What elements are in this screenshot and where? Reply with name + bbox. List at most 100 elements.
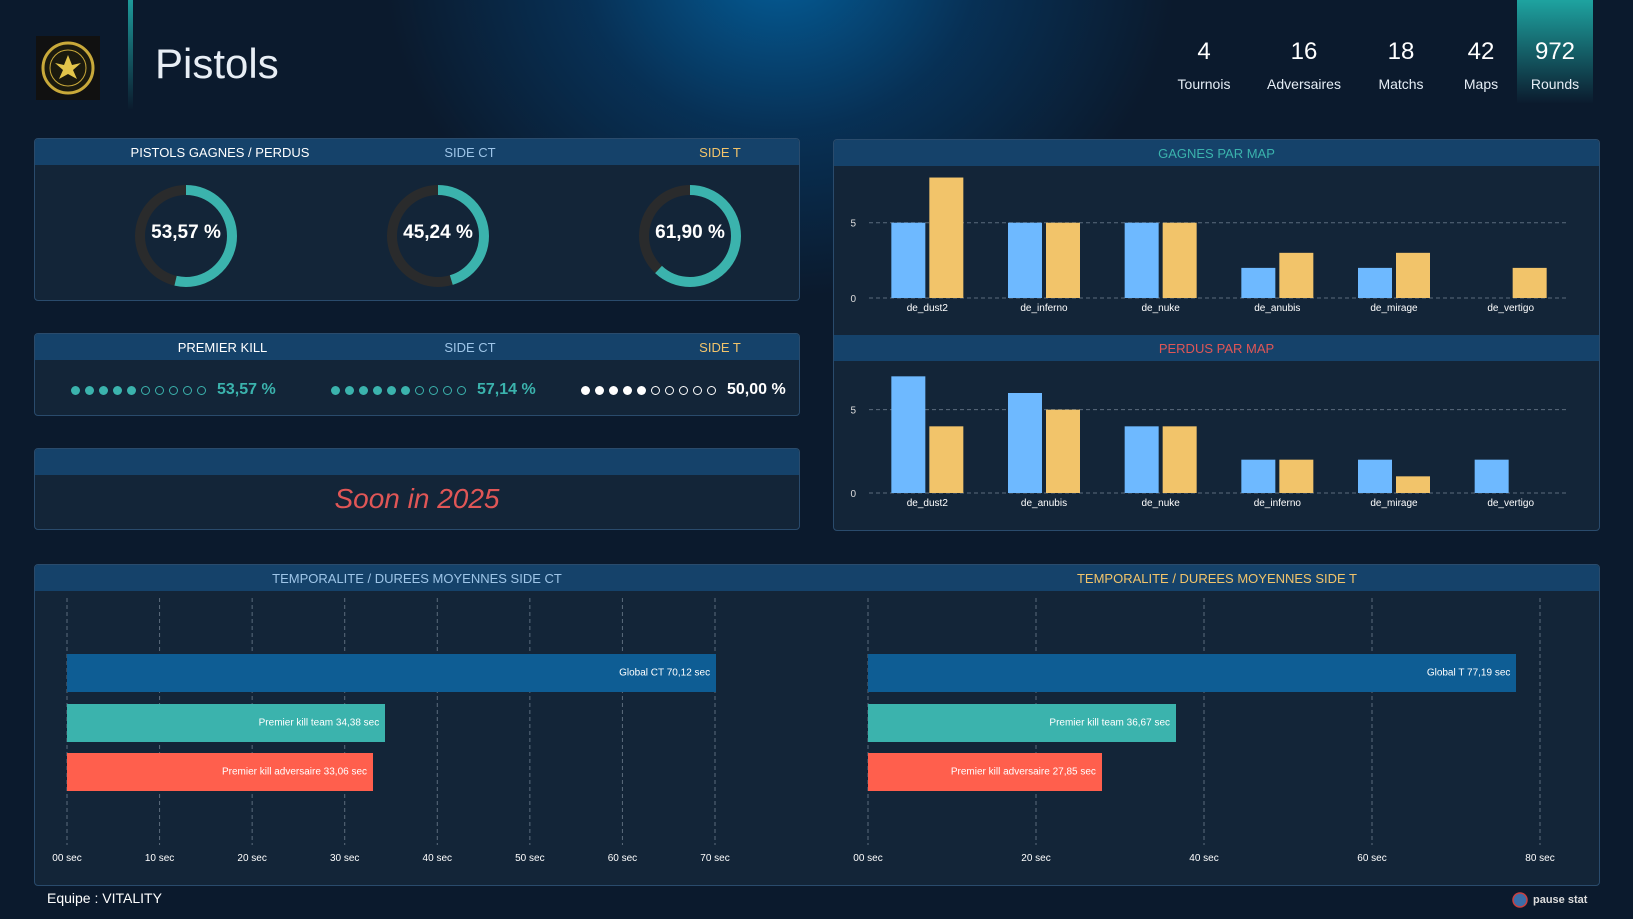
dot-empty xyxy=(679,385,688,395)
x-tick-label: de_nuke xyxy=(1141,498,1180,509)
x-tick-label: 20 sec xyxy=(1021,853,1050,864)
side-t-dots: 50,00 % xyxy=(581,381,786,399)
dot-filled xyxy=(623,385,632,395)
duration-bar: Global T 77,19 sec xyxy=(868,654,1517,692)
team-logo xyxy=(36,36,100,100)
stat-adversaires: 16 Adversaires xyxy=(1254,38,1354,92)
dot-filled xyxy=(99,385,108,395)
y-tick-label: 0 xyxy=(850,294,856,305)
dot-empty xyxy=(443,385,452,395)
dot-empty xyxy=(457,385,466,395)
dot-holder xyxy=(581,385,721,395)
dot-empty xyxy=(183,385,192,395)
bar xyxy=(1279,252,1314,298)
panel-header xyxy=(35,565,1599,591)
bar xyxy=(1008,393,1042,493)
stat-value: 18 xyxy=(1387,38,1415,65)
premier-kill-label: PREMIER KILL xyxy=(177,340,268,355)
dot-empty xyxy=(197,385,206,395)
dot-holder xyxy=(71,385,211,395)
x-tick-label: de_mirage xyxy=(1370,303,1418,314)
dot-filled xyxy=(373,385,382,395)
dot-holder xyxy=(331,385,471,395)
x-tick-label: 70 sec xyxy=(700,853,729,864)
y-tick-label: 5 xyxy=(850,406,856,417)
stat-value: 16 xyxy=(1290,38,1318,65)
x-tick-label: 20 sec xyxy=(237,853,266,864)
x-tick-label: 40 sec xyxy=(423,853,452,864)
donut-arc xyxy=(387,185,489,287)
panel-header xyxy=(834,140,1599,166)
bar xyxy=(1396,252,1430,298)
brand-logo: pause stat xyxy=(1512,892,1587,908)
soon-text: Soon in 2025 xyxy=(334,483,500,514)
duration-bar: Premier kill adversaire 33,06 sec xyxy=(67,753,374,791)
side-t-label: SIDE T xyxy=(699,145,741,160)
bar xyxy=(929,426,964,493)
side-ct-label: SIDE CT xyxy=(444,340,496,355)
premier-kill-panel: PREMIER KILL SIDE CT SIDE T 53,57 % 57,1… xyxy=(34,333,800,416)
panel-header xyxy=(834,335,1599,361)
stat-value: 42 xyxy=(1467,38,1495,65)
bar xyxy=(1008,222,1042,298)
donut-t: 61,90 % xyxy=(635,181,745,291)
x-tick-label: de_inferno xyxy=(1020,303,1068,314)
dot-empty xyxy=(169,385,178,395)
stat-matchs: 18 Matchs xyxy=(1351,38,1451,92)
donut-value: 61,90 % xyxy=(655,222,725,243)
side-t-value: 50,00 % xyxy=(727,381,786,398)
duration-bar: Global CT 70,12 sec xyxy=(67,654,717,692)
map-charts-panel: GAGNES PAR MAP PERDUS PAR MAP 0 5 de_dust2… xyxy=(833,139,1600,531)
x-tick-label: de_dust2 xyxy=(907,498,949,509)
side-ct-dots: 57,14 % xyxy=(331,381,536,399)
x-tick-label: 50 sec xyxy=(515,853,544,864)
dot-filled xyxy=(637,385,646,395)
bar xyxy=(1396,476,1430,493)
x-tick-label: de_vertigo xyxy=(1487,498,1534,509)
stat-label: Maps xyxy=(1463,76,1499,92)
soon-panel: Soon in 2025 xyxy=(34,448,800,530)
bar xyxy=(1241,459,1276,493)
dot-filled xyxy=(113,385,122,395)
dot-empty xyxy=(665,385,674,395)
dot-empty xyxy=(141,385,150,395)
bar xyxy=(929,177,964,298)
premier-kill-dots: 53,57 % xyxy=(71,381,276,399)
donut-value: 45,24 % xyxy=(403,222,473,243)
bar xyxy=(1358,267,1392,298)
x-tick-label: de_inferno xyxy=(1254,498,1302,509)
x-tick-label: 00 sec xyxy=(853,853,882,864)
x-tick-label: 60 sec xyxy=(1357,853,1386,864)
bar xyxy=(1124,426,1159,493)
side-t-label: SIDE T xyxy=(699,340,741,355)
stat-label: Rounds xyxy=(1530,76,1580,92)
map-bar-charts: 0 5 de_dust2 de_inferno de_nuke de_anubis de_m… xyxy=(850,177,1569,509)
x-tick-label: 40 sec xyxy=(1189,853,1218,864)
page-title: Pistols xyxy=(155,40,279,87)
dot-filled xyxy=(85,385,94,395)
bar-label: Premier kill team 36,67 sec xyxy=(1049,717,1171,729)
gagnes-title: GAGNES PAR MAP xyxy=(1158,146,1275,161)
duration-bar: Premier kill team 36,67 sec xyxy=(868,704,1177,742)
premier-kill-value: 53,57 % xyxy=(217,381,276,398)
bar xyxy=(1512,267,1547,298)
bar-label: Premier kill team 34,38 sec xyxy=(258,717,380,729)
dot-empty xyxy=(651,385,660,395)
x-tick-label: 10 sec xyxy=(145,853,174,864)
dot-filled xyxy=(345,385,354,395)
x-tick-label: de_vertigo xyxy=(1487,303,1534,314)
dot-empty xyxy=(155,385,164,395)
stat-label: Tournois xyxy=(1177,76,1231,92)
x-tick-label: de_dust2 xyxy=(907,303,949,314)
dot-filled xyxy=(387,385,396,395)
dot-filled xyxy=(127,385,136,395)
x-tick-label: de_nuke xyxy=(1141,303,1180,314)
stat-maps: 42 Maps xyxy=(1431,38,1531,92)
bar xyxy=(1474,459,1509,493)
donut-arc xyxy=(639,185,741,287)
x-tick-label: 60 sec xyxy=(608,853,637,864)
x-tick-label: 30 sec xyxy=(330,853,359,864)
bar xyxy=(1124,222,1159,298)
pistols-label: PISTOLS GAGNES / PERDUS xyxy=(130,145,310,160)
dot-filled xyxy=(331,385,340,395)
